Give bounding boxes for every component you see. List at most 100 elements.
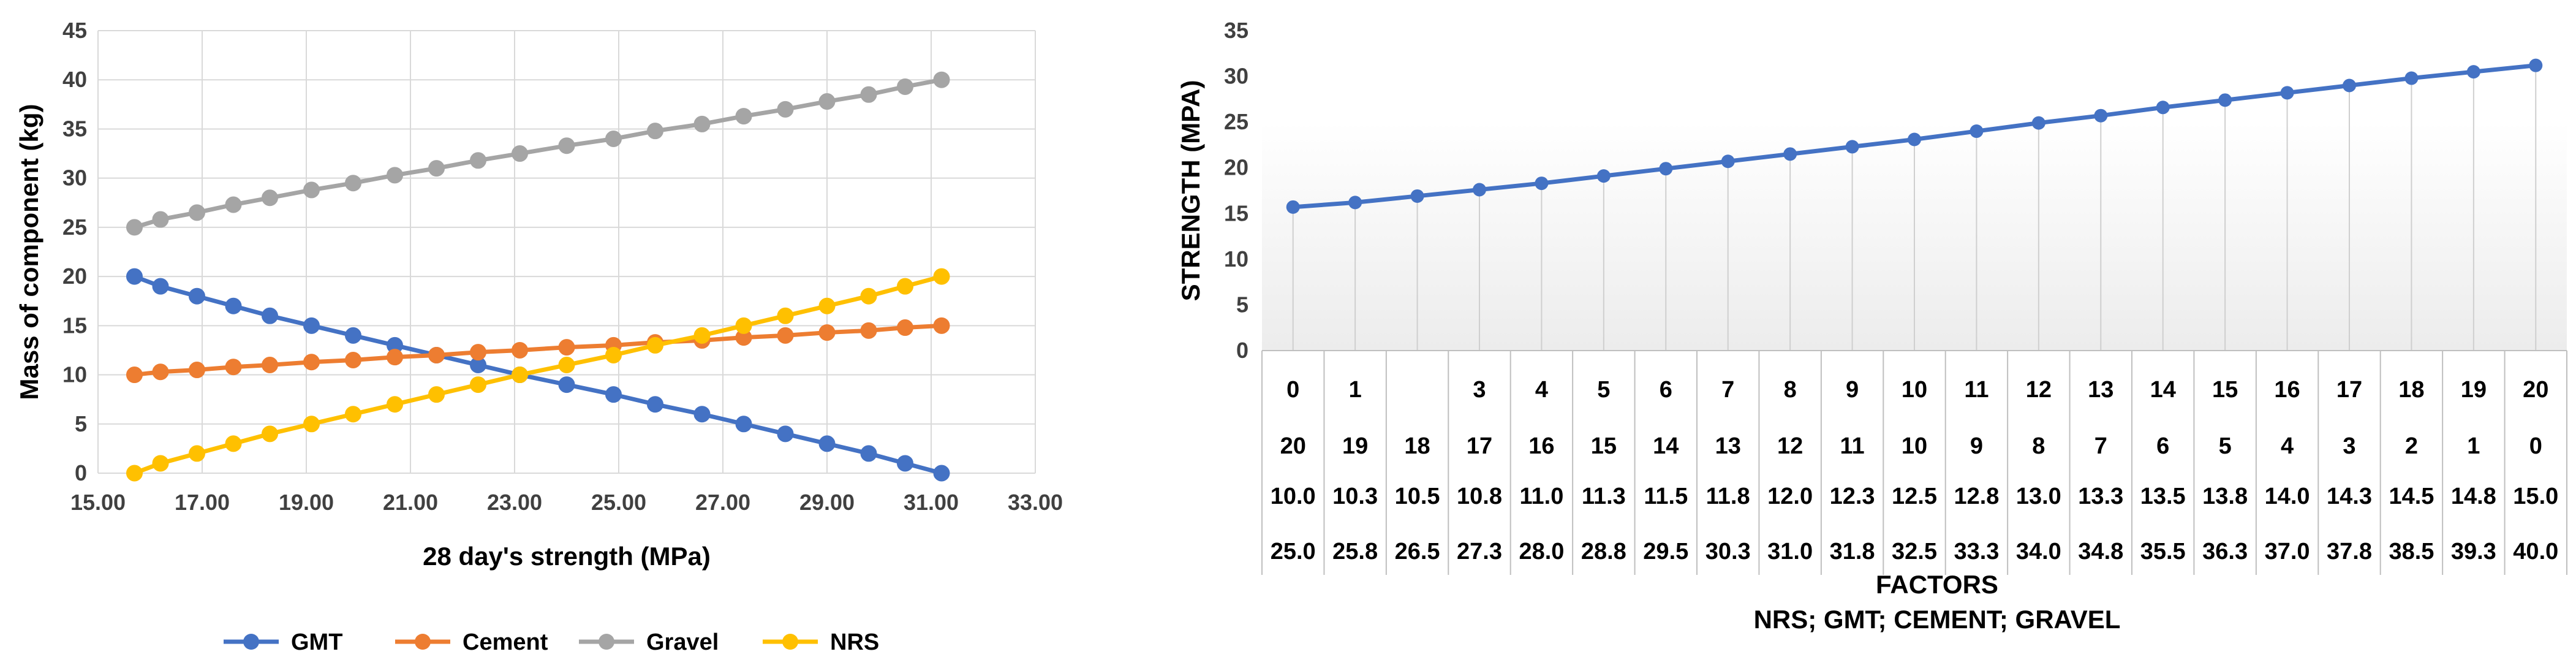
table-cell: 6 xyxy=(2156,433,2169,459)
data-point xyxy=(1535,177,1549,191)
table-cell: 8 xyxy=(1784,377,1797,403)
table-cell: 38.5 xyxy=(2389,539,2434,564)
table-cell: 34.8 xyxy=(2078,539,2123,564)
data-point xyxy=(512,145,528,162)
y-tick-label: 30 xyxy=(1224,64,1248,89)
x-axis-subtitle: NRS; GMT; CEMENT; GRAVEL xyxy=(1754,605,2121,634)
table-cell: 12.5 xyxy=(1892,484,1937,509)
x-tick-label: 29.00 xyxy=(799,490,855,515)
table-cell: 27.3 xyxy=(1457,539,1502,564)
legend-marker xyxy=(243,634,259,650)
table-cell: 13.0 xyxy=(2016,484,2061,509)
x-tick-label: 15.00 xyxy=(70,490,126,515)
data-point xyxy=(126,465,143,482)
table-cell: 8 xyxy=(2032,433,2045,459)
table-cell: 18 xyxy=(2398,377,2424,403)
y-tick-label: 30 xyxy=(62,165,87,191)
data-point xyxy=(262,189,278,207)
data-point xyxy=(693,327,711,344)
table-cell: 13 xyxy=(2088,377,2113,403)
data-point xyxy=(933,465,950,482)
data-point xyxy=(428,160,445,177)
data-point xyxy=(777,101,794,118)
y-tick-label: 0 xyxy=(1236,338,1248,363)
legend-label: GMT xyxy=(291,629,342,655)
table-cell: 14 xyxy=(1653,433,1679,459)
data-point xyxy=(1286,200,1300,214)
data-point xyxy=(558,137,575,154)
table-cell: 31.0 xyxy=(1767,539,1813,564)
data-point xyxy=(470,376,486,393)
data-point xyxy=(387,396,403,413)
legend-item-gmt: GMT xyxy=(224,629,342,655)
table-cell: 11.0 xyxy=(1519,484,1563,509)
x-tick-label: 27.00 xyxy=(695,490,750,515)
table-cell: 37.0 xyxy=(2265,539,2310,564)
data-point xyxy=(558,339,575,356)
table-cell: 25.8 xyxy=(1332,539,1378,564)
y-tick-label: 5 xyxy=(1236,292,1248,317)
series-strength xyxy=(1286,58,2543,214)
data-point xyxy=(735,416,752,433)
table-cell: 14.8 xyxy=(2451,484,2496,509)
legend-item-nrs: NRS xyxy=(763,629,879,655)
data-point xyxy=(860,287,877,305)
table-cell: 14.3 xyxy=(2327,484,2372,509)
table-cell: 4 xyxy=(1535,377,1548,403)
data-point xyxy=(152,363,169,381)
data-point xyxy=(428,386,445,403)
table-cell: 15.0 xyxy=(2513,484,2558,509)
y-tick-label: 10 xyxy=(62,362,87,387)
data-point xyxy=(225,359,242,376)
table-cell: 28.8 xyxy=(1581,539,1626,564)
y-tick-label: 35 xyxy=(62,116,87,141)
y-tick-label: 20 xyxy=(1224,155,1248,180)
data-point xyxy=(152,278,169,295)
table-cell: 33.3 xyxy=(1954,539,1999,564)
data-point xyxy=(126,268,143,285)
table-cell: 36.3 xyxy=(2202,539,2248,564)
table-cell: 19 xyxy=(1342,433,1368,459)
data-point xyxy=(2094,108,2108,123)
data-point xyxy=(558,357,575,374)
data-point xyxy=(2466,65,2480,79)
table-cell: 1 xyxy=(1349,377,1362,403)
table-cell: 5 xyxy=(1597,377,1610,403)
data-point xyxy=(387,167,403,184)
y-tick-label: 20 xyxy=(62,264,87,289)
table-cell: 12.0 xyxy=(1767,484,1813,509)
data-point xyxy=(735,317,752,334)
table-cell: 29.5 xyxy=(1643,539,1688,564)
data-point xyxy=(818,297,836,314)
table-cell: 37.8 xyxy=(2327,539,2372,564)
table-cell: 10.8 xyxy=(1457,484,1502,509)
data-point xyxy=(647,396,663,413)
data-point xyxy=(693,406,711,423)
data-point xyxy=(225,196,242,213)
table-cell: 40.0 xyxy=(2513,539,2558,564)
x-tick-label: 31.00 xyxy=(904,490,959,515)
table-cell: 5 xyxy=(2219,433,2232,459)
table-cell: 10.0 xyxy=(1271,484,1316,509)
table-cell: 3 xyxy=(1473,377,1486,403)
data-point xyxy=(1659,162,1673,176)
x-axis-title: 28 day's strength (MPa) xyxy=(423,542,711,571)
y-axis-title: Mass of component (kg) xyxy=(15,104,43,400)
data-point xyxy=(387,349,403,366)
table-cell: 15 xyxy=(2212,377,2238,403)
table-cell: 31.8 xyxy=(1830,539,1875,564)
data-point xyxy=(693,115,711,132)
data-point xyxy=(933,268,950,285)
y-tick-label: 45 xyxy=(62,18,87,43)
data-point xyxy=(1908,132,1921,146)
data-point xyxy=(345,327,361,344)
data-point xyxy=(152,455,169,472)
table-cell: 17 xyxy=(2336,377,2362,403)
data-point xyxy=(345,406,361,423)
data-point xyxy=(777,307,794,324)
table-cell: 12 xyxy=(2026,377,2052,403)
table-cell: 4 xyxy=(2281,433,2294,459)
data-point xyxy=(777,327,794,344)
legend-item-gravel: Gravel xyxy=(579,629,719,655)
